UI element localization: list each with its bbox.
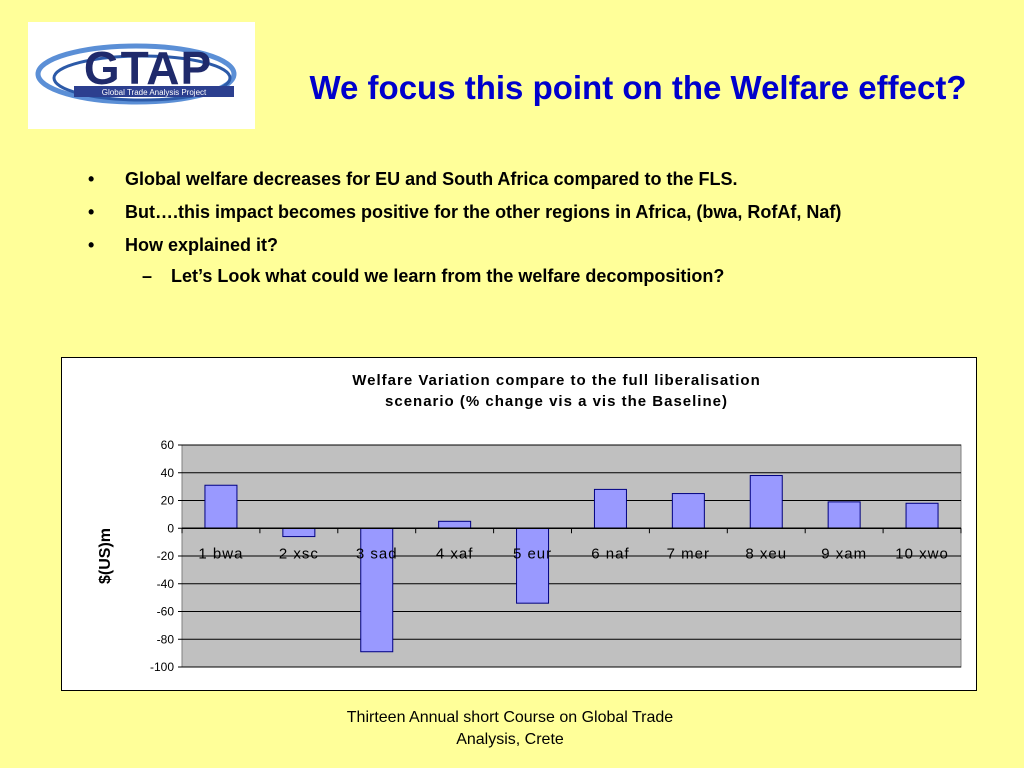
bar xyxy=(905,502,939,529)
x-tick-label: 9 xam xyxy=(821,545,867,562)
bullet-text: Global welfare decreases for EU and Sout… xyxy=(125,169,738,189)
chart-title-line: scenario (% change vis a vis the Baselin… xyxy=(385,393,728,410)
bar xyxy=(204,484,238,529)
bullet-item: • How explained it? xyxy=(88,232,928,258)
y-tick-label: -100 xyxy=(150,660,174,674)
sub-bullet-marker: – xyxy=(142,266,153,286)
y-tick-label: 20 xyxy=(161,494,175,508)
x-tick-label: 6 naf xyxy=(591,545,629,562)
sub-bullet-text: Let’s Look what could we learn from the … xyxy=(171,266,725,286)
chart-title-line: Welfare Variation compare to the full li… xyxy=(352,372,760,389)
y-axis-label: $(US)m xyxy=(97,528,114,584)
bar xyxy=(749,475,783,529)
bar xyxy=(593,488,627,529)
y-tick-label: 40 xyxy=(161,466,175,480)
bullet-list: • Global welfare decreases for EU and So… xyxy=(88,166,928,289)
x-tick-label: 3 sad xyxy=(356,545,398,562)
sub-bullet-item: – Let’s Look what could we learn from th… xyxy=(88,263,928,289)
bar xyxy=(827,501,861,529)
x-tick-label: 7 mer xyxy=(667,545,710,562)
svg-text:GTAP: GTAP xyxy=(84,42,212,94)
y-tick-label: -40 xyxy=(157,577,175,591)
svg-text:Global Trade Analysis Project: Global Trade Analysis Project xyxy=(102,88,207,97)
x-tick-label: 8 xeu xyxy=(745,545,787,562)
chart-svg: Welfare Variation compare to the full li… xyxy=(97,372,962,674)
bullet-item: • Global welfare decreases for EU and So… xyxy=(88,166,928,192)
bullet-marker: • xyxy=(88,235,95,255)
bar xyxy=(360,527,394,653)
slide-title: We focus this point on the Welfare effec… xyxy=(309,69,967,106)
bar xyxy=(438,520,472,529)
bullet-marker: • xyxy=(88,169,95,189)
x-tick-label: 10 xwo xyxy=(895,545,949,562)
bullet-item: • But….this impact becomes positive for … xyxy=(88,199,928,225)
bar xyxy=(282,527,316,538)
y-tick-label: -60 xyxy=(157,605,175,619)
bullet-text: How explained it? xyxy=(125,235,279,255)
y-tick-label: -80 xyxy=(157,632,175,646)
x-tick-label: 2 xsc xyxy=(279,545,319,562)
x-tick-label: 4 xaf xyxy=(436,545,474,562)
gtap-logo: GTAP Global Trade Analysis Project xyxy=(28,22,255,129)
bullet-text: But….this impact becomes positive for th… xyxy=(125,202,842,222)
slide-footer: Thirteen Annual short Course on Global T… xyxy=(346,709,674,748)
bar xyxy=(516,527,550,604)
x-tick-label: 1 bwa xyxy=(198,545,243,562)
welfare-chart: Welfare Variation compare to the full li… xyxy=(61,357,977,691)
y-tick-label: 60 xyxy=(161,438,175,452)
y-tick-label: 0 xyxy=(167,521,174,535)
x-tick-label: 5 eur xyxy=(513,545,552,562)
y-tick-label: -20 xyxy=(157,549,175,563)
bullet-marker: • xyxy=(88,202,95,222)
bar xyxy=(671,493,705,529)
